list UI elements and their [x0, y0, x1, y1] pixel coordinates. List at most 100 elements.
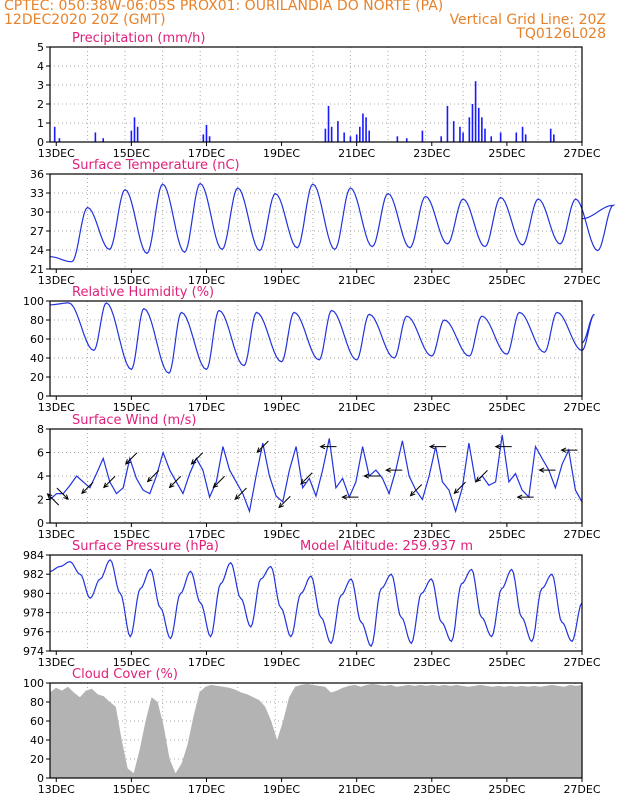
x-tick-label: 23DEC: [413, 401, 450, 414]
vertical-grid-note: Vertical Grid Line: 20Z: [449, 12, 606, 28]
wind-arrow: [103, 475, 116, 488]
wind-arrow-head: [124, 459, 131, 465]
y-tick-label: 1: [37, 117, 44, 130]
wind-arrow: [234, 487, 247, 500]
x-tick-label: 15DEC: [113, 656, 150, 669]
precip-bar: [521, 126, 524, 142]
station-info: CPTEC: 050:38W-06:05S PROX01: OURILANDIA…: [4, 0, 444, 14]
wind-arrow-head: [234, 494, 241, 501]
wind-arrow: [410, 484, 423, 497]
x-tick-label: 15DEC: [113, 401, 150, 414]
wind-arrow: [453, 481, 466, 494]
wind-arrow: [256, 440, 269, 453]
precip-bar: [58, 138, 61, 142]
x-tick-label: 21DEC: [338, 656, 375, 669]
panel-title: Surface Temperature (nC): [72, 158, 240, 173]
y-tick-label: 20: [30, 371, 44, 384]
wind-arrow-head: [278, 502, 284, 509]
precip-bar: [359, 126, 361, 142]
precip-bar: [405, 138, 408, 142]
panel-frame: [49, 554, 583, 652]
precip-bar: [484, 128, 486, 142]
x-tick-label: 25DEC: [488, 528, 525, 541]
precip-bar: [524, 134, 527, 142]
precip-bar: [130, 130, 133, 142]
precip-bar: [343, 132, 345, 142]
precip-bar: [553, 134, 555, 142]
precip-bar: [205, 124, 208, 142]
wind-arrow: [169, 475, 182, 488]
x-tick-label: 17DEC: [188, 528, 225, 541]
precip-bar: [490, 136, 493, 142]
wind-arrow: [213, 475, 225, 488]
precip-bar: [452, 121, 455, 142]
x-tick-label: 25DEC: [488, 783, 525, 796]
wind-arrow-head: [516, 494, 523, 500]
x-tick-label: 27DEC: [563, 656, 600, 669]
y-tick-label: 974: [23, 645, 44, 658]
x-tick-label: 15DEC: [113, 274, 150, 287]
run-date: 12DEC2020 20Z (GMT): [4, 12, 166, 28]
cloud-cover-area: [50, 684, 582, 778]
y-tick-label: 0: [37, 517, 44, 530]
precip-bar: [477, 107, 480, 142]
wind-arrow-head: [341, 494, 348, 500]
y-tick-label: 0: [37, 772, 44, 785]
x-tick-label: 23DEC: [413, 656, 450, 669]
y-tick-label: 20: [30, 753, 44, 766]
precip-bar: [102, 138, 104, 142]
wind-arrow: [47, 493, 60, 506]
x-tick-label: 17DEC: [188, 401, 225, 414]
x-tick-label: 13DEC: [38, 528, 75, 541]
y-tick-label: 3: [37, 79, 44, 92]
x-tick-label: 13DEC: [38, 401, 75, 414]
wind-arrow-head: [256, 447, 263, 454]
precip-bar: [515, 132, 518, 142]
wind-arrow-head: [363, 473, 370, 479]
wind-arrow-head: [385, 467, 391, 473]
header: CPTEC: 050:38W-06:05S PROX01: OURILANDIA…: [0, 0, 618, 46]
y-tick-label: 4: [37, 60, 44, 73]
wind-arrow: [125, 452, 138, 465]
y-tick-label: 21: [30, 263, 44, 276]
x-tick-label: 17DEC: [188, 274, 225, 287]
y-tick-label: 4: [37, 470, 44, 483]
wind-arrow: [147, 470, 160, 482]
y-tick-label: 2: [37, 494, 44, 507]
x-tick-label: 27DEC: [563, 274, 600, 287]
precip-bar: [396, 136, 399, 142]
precip-bar: [499, 132, 502, 142]
model-id: TQ0126L028: [516, 26, 606, 42]
wind-arrow-head: [560, 447, 567, 453]
wind-arrow-head: [300, 479, 306, 485]
precip-bar: [327, 105, 330, 142]
precip-bar: [362, 113, 364, 142]
precip-bar: [474, 81, 477, 142]
x-tick-label: 25DEC: [488, 401, 525, 414]
y-tick-label: 984: [23, 549, 44, 562]
x-tick-label: 13DEC: [38, 656, 75, 669]
wind-arrow-head: [212, 482, 219, 489]
wind-arrow-head: [494, 443, 501, 450]
y-tick-label: 100: [23, 295, 44, 308]
x-tick-label: 25DEC: [488, 274, 525, 287]
x-tick-label: 25DEC: [488, 656, 525, 669]
x-tick-label: 19DEC: [263, 147, 300, 160]
x-tick-label: 23DEC: [413, 783, 450, 796]
wind-arrow-head: [475, 476, 482, 483]
wind-arrow-head: [319, 443, 326, 450]
x-tick-label: 23DEC: [413, 528, 450, 541]
y-tick-label: 978: [23, 607, 44, 620]
precip-bar: [136, 126, 139, 142]
precip-bar: [349, 136, 352, 142]
y-tick-label: 30: [30, 206, 44, 219]
wind-arrow-head: [81, 488, 87, 495]
y-tick-label: 982: [23, 568, 44, 581]
pressure-line: [49, 558, 583, 648]
precip-bar: [365, 117, 367, 142]
x-tick-label: 19DEC: [263, 274, 300, 287]
panel-title: Cloud Cover (%): [72, 667, 178, 682]
x-tick-label: 23DEC: [413, 274, 450, 287]
wind-speed-line: [49, 434, 583, 514]
